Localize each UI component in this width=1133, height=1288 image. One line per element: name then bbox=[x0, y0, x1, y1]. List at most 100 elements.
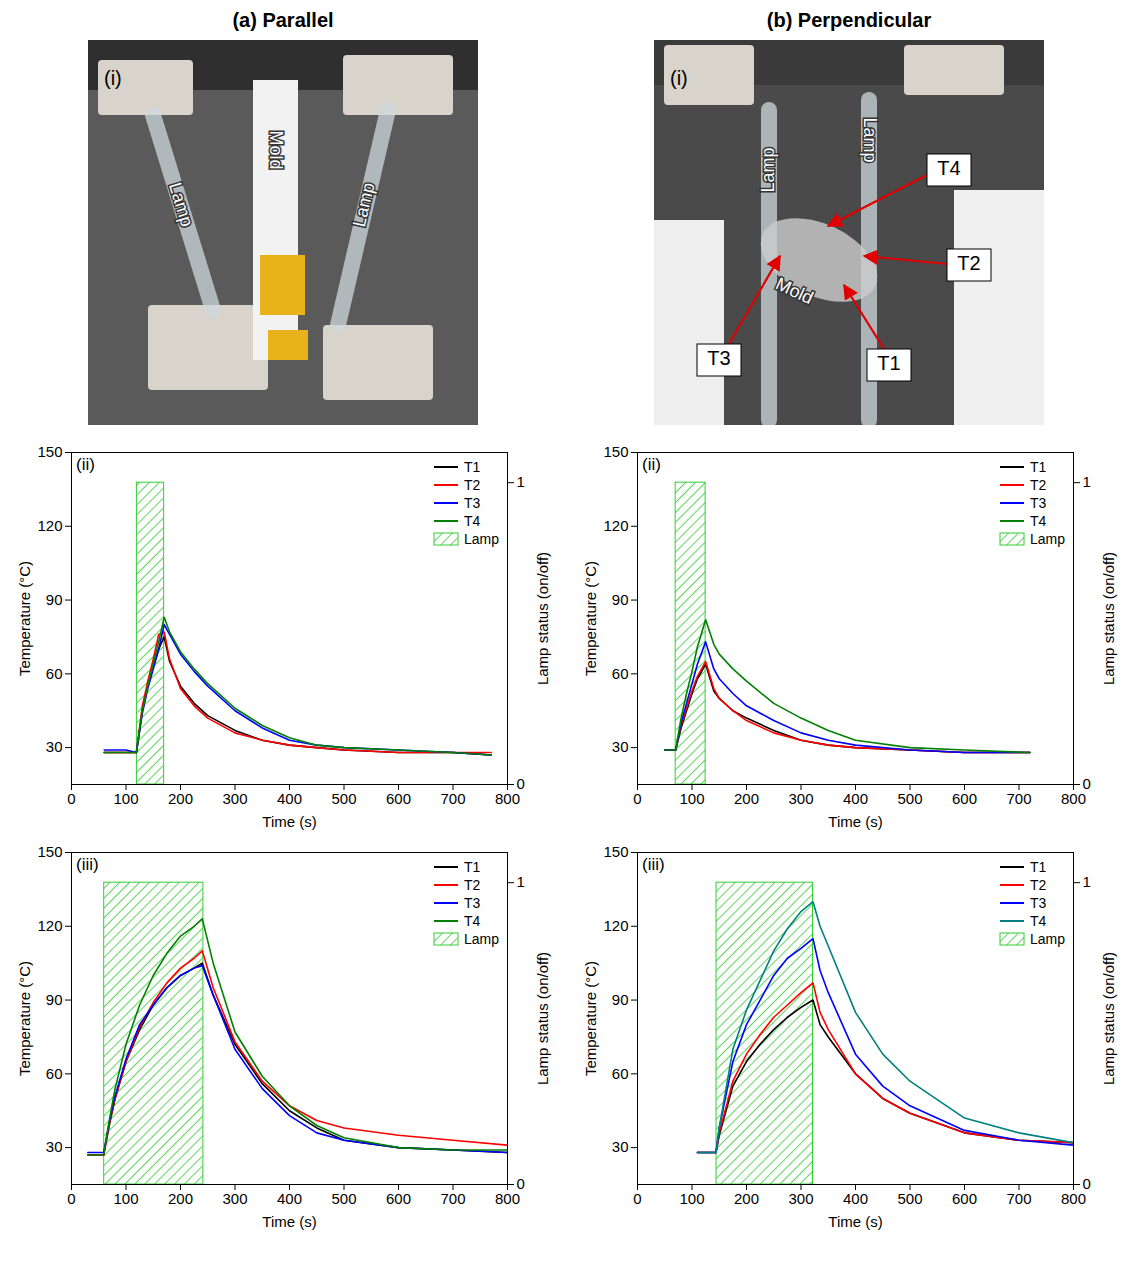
svg-text:(i): (i) bbox=[104, 67, 122, 89]
svg-text:1: 1 bbox=[517, 873, 525, 890]
html-text:T2: T2 bbox=[464, 877, 481, 893]
html-text:T1: T1 bbox=[464, 459, 481, 475]
svg-text:Lamp: Lamp bbox=[165, 180, 197, 229]
svg-text:400: 400 bbox=[277, 1190, 302, 1207]
svg-text:120: 120 bbox=[37, 517, 62, 534]
svg-text:0: 0 bbox=[67, 1190, 75, 1207]
svg-text:500: 500 bbox=[331, 1190, 356, 1207]
html-text:Lamp: Lamp bbox=[464, 531, 499, 547]
svg-text:60: 60 bbox=[612, 1065, 629, 1082]
svg-text:200: 200 bbox=[734, 790, 759, 807]
svg-text:90: 90 bbox=[612, 591, 629, 608]
svg-text:600: 600 bbox=[386, 790, 411, 807]
html-text:(a) Parallel: (a) Parallel bbox=[232, 9, 334, 31]
svg-text:(i): (i) bbox=[670, 67, 688, 89]
svg-text:Time (s): Time (s) bbox=[828, 813, 882, 830]
svg-text:0: 0 bbox=[67, 790, 75, 807]
html-text:(iii): (iii) bbox=[642, 855, 665, 874]
svg-text:Lamp: Lamp bbox=[349, 181, 379, 229]
svg-text:800: 800 bbox=[495, 790, 520, 807]
svg-text:300: 300 bbox=[788, 790, 813, 807]
svg-text:150: 150 bbox=[603, 843, 628, 860]
svg-text:100: 100 bbox=[113, 1190, 138, 1207]
svg-text:Temperature (°C): Temperature (°C) bbox=[16, 561, 33, 676]
svg-text:1: 1 bbox=[1083, 873, 1091, 890]
svg-text:Time (s): Time (s) bbox=[262, 1213, 316, 1230]
svg-text:500: 500 bbox=[331, 790, 356, 807]
svg-text:800: 800 bbox=[1061, 1190, 1086, 1207]
html-text:(iii): (iii) bbox=[76, 855, 99, 874]
svg-text:30: 30 bbox=[46, 1138, 63, 1155]
svg-text:120: 120 bbox=[603, 517, 628, 534]
svg-text:30: 30 bbox=[612, 1138, 629, 1155]
html-text:T2: T2 bbox=[464, 477, 481, 493]
svg-text:1: 1 bbox=[1083, 473, 1091, 490]
svg-text:0: 0 bbox=[633, 1190, 641, 1207]
svg-text:Temperature (°C): Temperature (°C) bbox=[582, 961, 599, 1076]
html-text:T4: T4 bbox=[464, 913, 481, 929]
svg-text:500: 500 bbox=[897, 1190, 922, 1207]
svg-text:150: 150 bbox=[603, 443, 628, 460]
svg-text:100: 100 bbox=[113, 790, 138, 807]
svg-text:100: 100 bbox=[679, 1190, 704, 1207]
svg-text:Lamp status (on/off): Lamp status (on/off) bbox=[534, 552, 551, 685]
svg-text:150: 150 bbox=[37, 843, 62, 860]
svg-text:600: 600 bbox=[952, 790, 977, 807]
html-text:T1: T1 bbox=[464, 859, 481, 875]
svg-text:800: 800 bbox=[1061, 790, 1086, 807]
svg-text:Lamp status (on/off): Lamp status (on/off) bbox=[1100, 952, 1117, 1085]
svg-text:Lamp: Lamp bbox=[860, 117, 880, 162]
svg-text:60: 60 bbox=[612, 665, 629, 682]
svg-text:Mold: Mold bbox=[773, 274, 817, 309]
svg-text:600: 600 bbox=[952, 1190, 977, 1207]
svg-text:200: 200 bbox=[168, 790, 193, 807]
html-text:T3: T3 bbox=[464, 495, 481, 511]
svg-text:90: 90 bbox=[612, 991, 629, 1008]
svg-text:30: 30 bbox=[46, 738, 63, 755]
svg-text:300: 300 bbox=[788, 1190, 813, 1207]
svg-text:150: 150 bbox=[37, 443, 62, 460]
svg-text:Lamp status (on/off): Lamp status (on/off) bbox=[534, 952, 551, 1085]
svg-text:90: 90 bbox=[46, 991, 63, 1008]
svg-text:700: 700 bbox=[440, 790, 465, 807]
svg-text:800: 800 bbox=[495, 1190, 520, 1207]
svg-text:300: 300 bbox=[222, 790, 247, 807]
html-text:(b) Perpendicular: (b) Perpendicular bbox=[766, 9, 932, 31]
svg-text:500: 500 bbox=[897, 790, 922, 807]
svg-text:400: 400 bbox=[277, 790, 302, 807]
html-text:Lamp: Lamp bbox=[464, 931, 499, 947]
svg-text:90: 90 bbox=[46, 591, 63, 608]
svg-text:Mold: Mold bbox=[266, 130, 286, 169]
svg-text:T4: T4 bbox=[937, 157, 960, 179]
svg-text:200: 200 bbox=[168, 1190, 193, 1207]
svg-text:100: 100 bbox=[679, 790, 704, 807]
svg-text:30: 30 bbox=[612, 738, 629, 755]
svg-text:Lamp: Lamp bbox=[758, 147, 778, 192]
svg-text:Time (s): Time (s) bbox=[262, 813, 316, 830]
svg-text:120: 120 bbox=[603, 917, 628, 934]
svg-text:60: 60 bbox=[46, 665, 63, 682]
html-text:(ii): (ii) bbox=[642, 455, 661, 474]
svg-text:T3: T3 bbox=[707, 347, 730, 369]
svg-text:400: 400 bbox=[843, 790, 868, 807]
svg-text:Time (s): Time (s) bbox=[828, 1213, 882, 1230]
svg-text:Lamp status (on/off): Lamp status (on/off) bbox=[1100, 552, 1117, 685]
svg-text:0: 0 bbox=[633, 790, 641, 807]
svg-text:600: 600 bbox=[386, 1190, 411, 1207]
svg-text:400: 400 bbox=[843, 1190, 868, 1207]
html-text:T4: T4 bbox=[464, 513, 481, 529]
svg-text:T2: T2 bbox=[957, 252, 980, 274]
svg-text:T1: T1 bbox=[877, 352, 900, 374]
svg-text:Temperature (°C): Temperature (°C) bbox=[582, 561, 599, 676]
svg-text:200: 200 bbox=[734, 1190, 759, 1207]
svg-text:700: 700 bbox=[440, 1190, 465, 1207]
svg-text:120: 120 bbox=[37, 917, 62, 934]
svg-text:300: 300 bbox=[222, 1190, 247, 1207]
html-text:(ii): (ii) bbox=[76, 455, 95, 474]
html-text:T3: T3 bbox=[464, 895, 481, 911]
svg-text:700: 700 bbox=[1006, 790, 1031, 807]
svg-text:700: 700 bbox=[1006, 1190, 1031, 1207]
svg-text:Temperature (°C): Temperature (°C) bbox=[16, 961, 33, 1076]
svg-text:60: 60 bbox=[46, 1065, 63, 1082]
svg-text:1: 1 bbox=[517, 473, 525, 490]
